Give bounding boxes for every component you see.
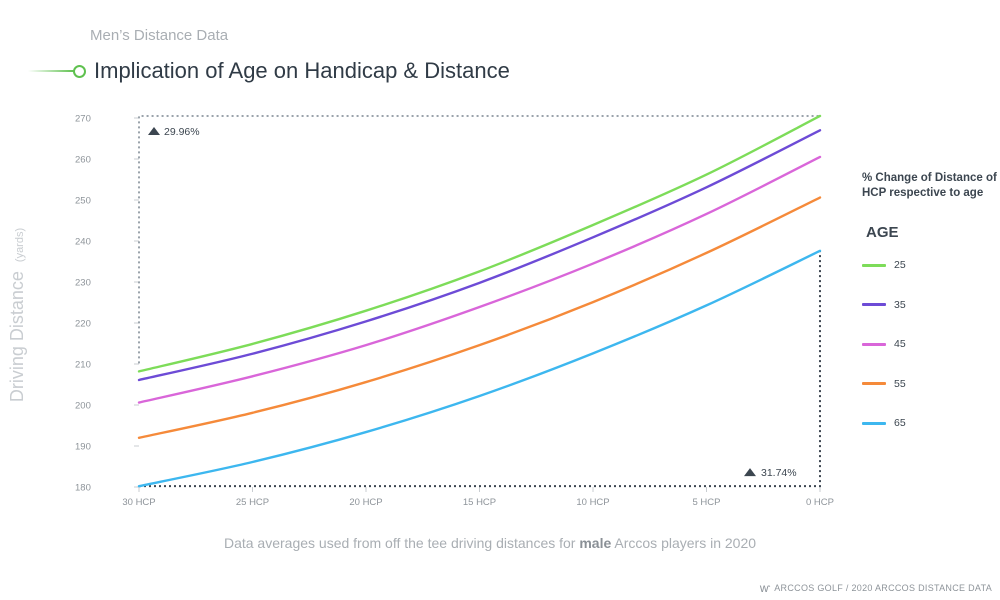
title-accent-line	[28, 70, 74, 72]
title-block: Implication of Age on Handicap & Distanc…	[28, 56, 510, 86]
legend-item-age-55: 55	[862, 376, 982, 392]
y-tick-label: 180	[75, 483, 91, 494]
x-tick-label: 15 HCP	[463, 497, 496, 508]
legend-label: 25	[894, 259, 906, 271]
chart-caption: Data averages used from off the tee driv…	[0, 535, 980, 551]
x-tick-label: 10 HCP	[576, 497, 609, 508]
chart-annotations: 29.96% 31.74%	[138, 114, 821, 488]
legend-item-age-35: 35	[862, 297, 982, 313]
y-axis-label-unit: (yards)	[14, 228, 26, 262]
chart-axes: 180 190 200 210 220 230 240 250 260 270 30 HCP 25 H…	[75, 114, 834, 509]
y-axis-label-text: Driving Distance	[7, 271, 27, 402]
y-tick-label: 200	[75, 401, 91, 412]
y-tick-label: 270	[75, 114, 91, 125]
annotation-bracket-top	[138, 114, 820, 364]
legend-swatch	[862, 382, 886, 385]
legend-swatch	[862, 421, 886, 425]
legend-swatch	[862, 263, 886, 267]
legend-note: % Change of Distance of HCP respective t…	[862, 172, 997, 199]
triangle-up-icon	[148, 126, 160, 135]
annotation-bracket-bottom	[139, 250, 821, 488]
triangle-up-icon	[744, 468, 756, 477]
legend-label: 45	[894, 338, 906, 350]
title-accent-dot-icon	[73, 64, 86, 78]
legend-swatch	[862, 342, 886, 346]
annotation-label-bottom: 31.74%	[761, 467, 797, 479]
x-tick-label: 0 HCP	[806, 497, 834, 508]
legend-item-age-45: 45	[862, 336, 982, 352]
legend-label: 65	[894, 417, 906, 429]
x-tick-label: 20 HCP	[349, 497, 382, 508]
y-tick-label: 230	[75, 278, 91, 289]
series-line-age-55	[137, 196, 822, 439]
arccos-logo-icon: ⱳ	[759, 581, 771, 595]
x-tick-label: 5 HCP	[693, 497, 721, 508]
legend-label: 55	[894, 377, 906, 390]
legend-heading: AGE	[866, 224, 899, 241]
y-tick-label: 190	[75, 442, 91, 453]
legend-item-age-65: 65	[862, 415, 982, 431]
chart-series	[137, 114, 822, 488]
legend-item-age-25: 25	[862, 257, 982, 273]
y-tick-label: 210	[75, 360, 91, 371]
x-tick-label: 25 HCP	[236, 497, 269, 508]
x-tick-label: 30 HCP	[122, 497, 155, 508]
caption-text-after: Arccos players in 2020	[611, 535, 757, 551]
y-tick-label: 250	[75, 196, 91, 207]
footer-text: ARCCOS GOLF / 2020 ARCCOS DISTANCE DATA	[774, 583, 992, 593]
caption-text-before: Data averages used from off the tee driv…	[223, 535, 580, 551]
y-tick-label: 260	[75, 155, 91, 166]
y-axis-label: Driving Distance (yards)	[7, 228, 27, 402]
page-subtitle: Men’s Distance Data	[90, 27, 229, 44]
series-line-age-35	[137, 129, 822, 382]
series-line-age-25	[137, 114, 822, 373]
footer-credit: ⱳ ARCCOS GOLF / 2020 ARCCOS DISTANCE DAT…	[760, 581, 992, 595]
y-tick-label: 240	[75, 237, 91, 248]
annotation-label-top: 29.96%	[164, 126, 200, 138]
series-line-age-45	[137, 155, 822, 404]
caption-bold: male	[579, 535, 612, 551]
page-title: Implication of Age on Handicap & Distanc…	[94, 58, 510, 83]
legend-label: 35	[894, 298, 906, 311]
series-line-age-65	[137, 249, 822, 488]
legend-swatch	[862, 303, 886, 306]
y-tick-label: 220	[75, 319, 91, 330]
